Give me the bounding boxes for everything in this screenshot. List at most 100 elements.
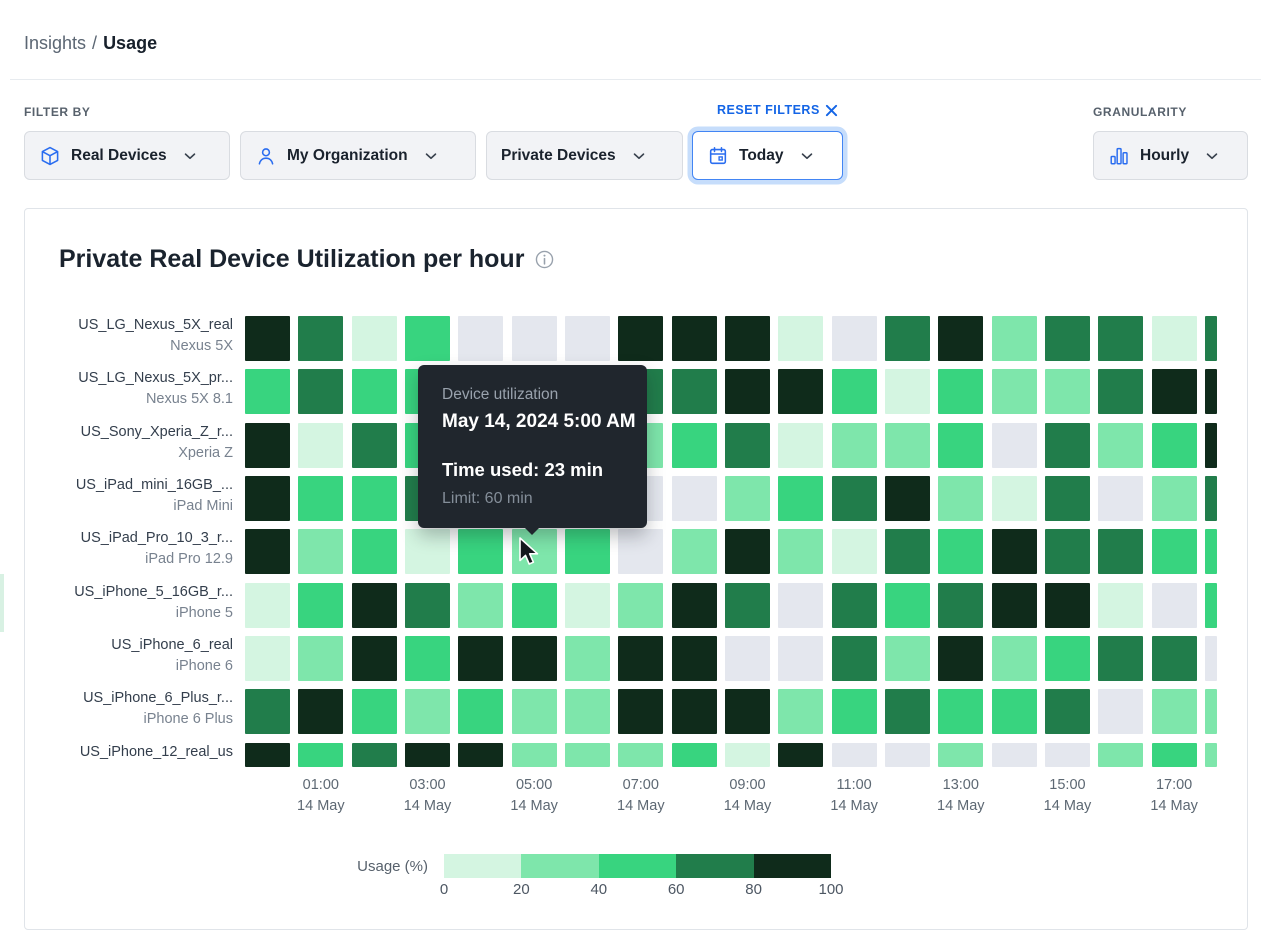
heatmap-cell[interactable] [1151, 369, 1197, 415]
heatmap-cell[interactable] [724, 689, 770, 735]
heatmap-cell[interactable] [884, 635, 930, 681]
heatmap-cell[interactable] [671, 475, 717, 521]
heatmap-cell[interactable] [991, 689, 1037, 735]
heatmap-cell[interactable] [1151, 475, 1197, 521]
heatmap-cell[interactable] [778, 582, 824, 628]
heatmap-cell[interactable] [351, 582, 397, 628]
heatmap-cell[interactable] [991, 742, 1037, 767]
heatmap-cell[interactable] [245, 689, 290, 735]
heatmap-cell[interactable] [884, 742, 930, 767]
heatmap-cell[interactable] [618, 635, 664, 681]
heatmap-cell[interactable] [671, 422, 717, 468]
heatmap-cell[interactable] [724, 369, 770, 415]
heatmap-cell[interactable] [724, 316, 770, 361]
heatmap-cell[interactable] [564, 689, 610, 735]
heatmap-cell[interactable] [298, 742, 344, 767]
heatmap-cell[interactable] [991, 316, 1037, 361]
heatmap-cell[interactable] [884, 475, 930, 521]
heatmap-cell[interactable] [671, 635, 717, 681]
heatmap-cell[interactable] [511, 316, 557, 361]
granularity-dropdown[interactable]: Hourly [1093, 131, 1248, 180]
heatmap-cell[interactable] [831, 742, 877, 767]
heatmap-cell[interactable] [831, 529, 877, 575]
heatmap-cell[interactable] [1044, 689, 1090, 735]
heatmap-cell[interactable] [1098, 475, 1144, 521]
heatmap-cell[interactable] [618, 742, 664, 767]
heatmap-cell[interactable] [1044, 369, 1090, 415]
heatmap-cell[interactable] [938, 475, 984, 521]
heatmap-cell[interactable] [778, 369, 824, 415]
heatmap-cell[interactable] [938, 369, 984, 415]
heatmap-cell[interactable] [564, 635, 610, 681]
heatmap-cell[interactable] [1098, 369, 1144, 415]
heatmap-cell[interactable] [1151, 635, 1197, 681]
heatmap-cell[interactable] [245, 422, 290, 468]
heatmap-cell[interactable] [1204, 529, 1217, 575]
heatmap-cell[interactable] [245, 529, 290, 575]
heatmap-cell[interactable] [724, 529, 770, 575]
heatmap-cell[interactable] [458, 529, 504, 575]
heatmap-cell[interactable] [458, 316, 504, 361]
heatmap-cell[interactable] [1204, 369, 1217, 415]
heatmap-cell[interactable] [1044, 475, 1090, 521]
heatmap-cell[interactable] [1151, 422, 1197, 468]
heatmap-cell[interactable] [938, 689, 984, 735]
heatmap-cell[interactable] [1098, 529, 1144, 575]
heatmap-cell[interactable] [884, 369, 930, 415]
heatmap-cell[interactable] [1044, 422, 1090, 468]
breadcrumb-parent[interactable]: Insights [24, 33, 87, 53]
heatmap-cell[interactable] [831, 422, 877, 468]
heatmap-cell[interactable] [778, 635, 824, 681]
heatmap-cell[interactable] [778, 422, 824, 468]
heatmap-cell[interactable] [831, 369, 877, 415]
heatmap-cell[interactable] [991, 635, 1037, 681]
heatmap-cell[interactable] [298, 529, 344, 575]
heatmap-cell[interactable] [1204, 635, 1217, 681]
heatmap-cell[interactable] [404, 689, 450, 735]
heatmap-cell[interactable] [245, 475, 290, 521]
heatmap-cell[interactable] [778, 689, 824, 735]
heatmap-cell[interactable] [1151, 582, 1197, 628]
heatmap-cell[interactable] [298, 582, 344, 628]
heatmap-cell[interactable] [404, 635, 450, 681]
heatmap-cell[interactable] [778, 529, 824, 575]
heatmap-cell[interactable] [724, 582, 770, 628]
filter-date-dropdown[interactable]: Today [692, 131, 843, 180]
heatmap-cell[interactable] [1204, 689, 1217, 735]
heatmap-cell[interactable] [1151, 742, 1197, 767]
heatmap-cell[interactable] [404, 742, 450, 767]
filter-organization-dropdown[interactable]: My Organization [240, 131, 476, 180]
heatmap-cell[interactable] [351, 422, 397, 468]
heatmap-cell[interactable] [938, 742, 984, 767]
heatmap-cell[interactable] [1044, 529, 1090, 575]
filter-device-visibility-dropdown[interactable]: Private Devices [486, 131, 683, 180]
heatmap-cell[interactable] [1204, 316, 1217, 361]
heatmap-cell[interactable] [671, 689, 717, 735]
heatmap-cell[interactable] [458, 635, 504, 681]
heatmap-cell[interactable] [724, 742, 770, 767]
heatmap-cell[interactable] [1151, 529, 1197, 575]
heatmap-cell[interactable] [1098, 582, 1144, 628]
heatmap-cell[interactable] [351, 742, 397, 767]
heatmap-cell[interactable] [245, 316, 290, 361]
heatmap-cell[interactable] [404, 316, 450, 361]
heatmap-cell[interactable] [831, 635, 877, 681]
heatmap-cell[interactable] [351, 369, 397, 415]
heatmap-cell[interactable] [1151, 689, 1197, 735]
heatmap-cell[interactable] [1098, 689, 1144, 735]
info-icon[interactable] [534, 249, 555, 270]
heatmap-cell[interactable] [1044, 582, 1090, 628]
heatmap-cell[interactable] [778, 316, 824, 361]
heatmap-cell[interactable] [511, 689, 557, 735]
heatmap-cell[interactable] [298, 422, 344, 468]
heatmap-cell[interactable] [671, 742, 717, 767]
heatmap-cell[interactable] [1098, 422, 1144, 468]
heatmap-cell[interactable] [564, 742, 610, 767]
heatmap-cell[interactable] [831, 316, 877, 361]
heatmap-cell[interactable] [564, 316, 610, 361]
heatmap-cell[interactable] [351, 635, 397, 681]
heatmap-cell[interactable] [991, 529, 1037, 575]
heatmap-cell[interactable] [831, 475, 877, 521]
heatmap-cell[interactable] [511, 635, 557, 681]
heatmap-cell[interactable] [298, 369, 344, 415]
